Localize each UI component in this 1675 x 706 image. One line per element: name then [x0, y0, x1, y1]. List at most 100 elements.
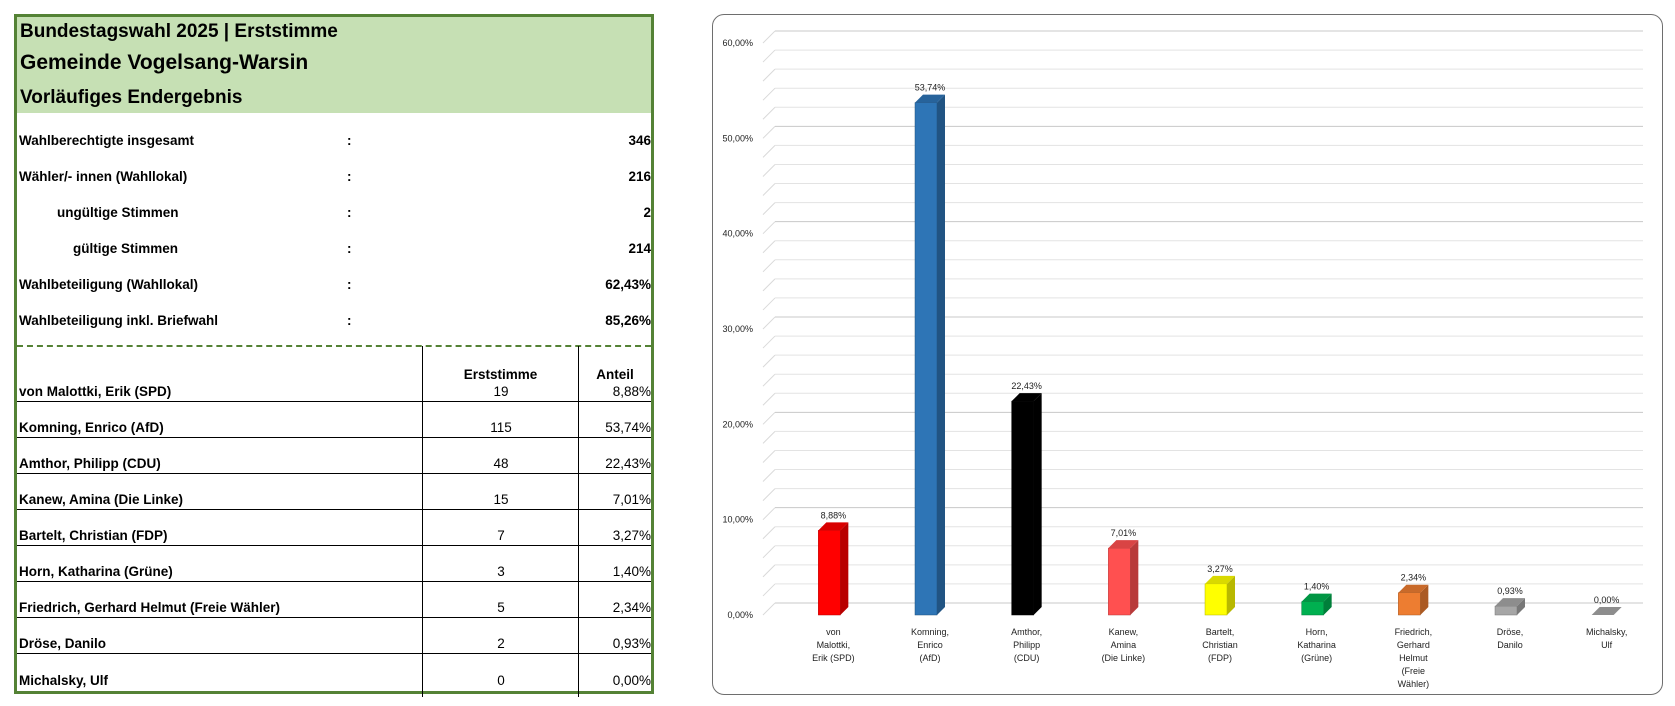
result-status: Vorläufiges Endergebnis — [20, 87, 243, 108]
grid-diagonal — [762, 164, 776, 177]
grid-diagonal — [762, 240, 776, 254]
stat-value: 85,26% — [605, 313, 651, 328]
table-row: Dröse, Danilo 2 0,93% — [17, 618, 651, 654]
stat-row-turnout: Wahlbeteiligung (Wahllokal) : 62,43% — [17, 267, 651, 303]
candidate-share: 0,00% — [612, 673, 651, 688]
stat-row-voters: Wähler/- innen (Wahllokal) : 216 — [17, 159, 651, 195]
bar-side — [1420, 584, 1429, 615]
grid-diagonal — [762, 373, 776, 387]
grid-diagonal — [762, 431, 776, 444]
stat-value: 346 — [628, 133, 651, 148]
x-tick-label: Komning, Enrico (AfD) — [911, 627, 949, 663]
bar-side — [1517, 598, 1525, 615]
stat-colon: : — [347, 133, 352, 148]
column-divider — [422, 346, 423, 697]
candidate-votes: 48 — [493, 456, 509, 471]
bar-side — [840, 522, 849, 615]
grid-diagonal — [762, 354, 776, 368]
stat-colon: : — [347, 169, 352, 184]
y-tick-label: 0,00% — [727, 610, 753, 620]
grid-diagonal — [762, 411, 776, 425]
grid-diagonal — [762, 87, 776, 101]
grid-diagonal — [762, 259, 776, 273]
stat-row-valid: gültige Stimmen : 214 — [17, 231, 651, 267]
stat-label: Wahlberechtigte insgesamt — [19, 133, 195, 148]
grid-diagonal — [762, 450, 776, 463]
bar-top — [1495, 598, 1525, 607]
table-row: Bartelt, Christian (FDP) 7 3,27% — [17, 510, 651, 546]
bar-top — [818, 522, 849, 531]
candidate-votes: 15 — [493, 492, 509, 507]
bar — [1011, 400, 1034, 616]
data-label: 22,43% — [1011, 381, 1042, 391]
candidate-votes: 115 — [490, 420, 512, 435]
x-tick-label: Amthor, Philipp (CDU) — [1011, 627, 1042, 663]
bar — [1398, 592, 1421, 616]
table-row: Michalsky, Ulf 0 0,00% — [17, 654, 651, 690]
stat-row-turnout-postal: Wahlbeteiligung inkl. Briefwahl : 85,26% — [17, 303, 651, 339]
table-row: Friedrich, Gerhard Helmut (Freie Wähler)… — [17, 582, 651, 618]
bar — [1494, 605, 1518, 616]
candidate-share: 2,34% — [612, 600, 651, 615]
bar-top — [1591, 607, 1622, 615]
grid-diagonal — [762, 488, 776, 501]
data-label: 53,74% — [915, 83, 946, 93]
x-tick-label: Dröse, Danilo — [1497, 627, 1524, 650]
candidate-votes: 2 — [497, 636, 505, 651]
y-tick-label: 10,00% — [722, 515, 753, 525]
candidate-share: 22,43% — [605, 456, 651, 471]
x-tick-label: Friedrich, Gerhard Helmut (Freie Wähler) — [1395, 627, 1433, 689]
grid-diagonal — [762, 278, 776, 292]
chart-panel: 0,00% 10,00% 20,00% 30,00% 40,00% 50,00% 60,00… — [712, 14, 1663, 695]
bar-top — [1108, 540, 1139, 549]
bar-top — [1398, 584, 1429, 593]
grid-diagonal — [762, 392, 776, 406]
candidate-votes: 5 — [497, 600, 505, 615]
stat-label: Wahlbeteiligung inkl. Briefwahl — [19, 313, 219, 328]
stat-row-eligible: Wahlberechtigte insgesamt : 346 — [17, 123, 651, 159]
stat-value: 62,43% — [605, 277, 651, 292]
y-axis-ticks: 0,00% 10,00% 20,00% 30,00% 40,00% 50,00% 60,00… — [722, 38, 753, 620]
candidate-share: 8,88% — [612, 384, 651, 399]
election-title: Bundestagswahl 2025 | Erststimme — [20, 21, 338, 42]
bar — [1301, 601, 1324, 616]
candidate-name: Amthor, Philipp (CDU) — [19, 456, 161, 471]
bars — [818, 94, 1622, 616]
grid-diagonal — [762, 202, 776, 215]
grid-diagonal — [762, 183, 776, 196]
gridlines — [762, 30, 1643, 616]
column-header-share: Anteil — [596, 367, 634, 382]
table-row: von Malottki, Erik (SPD) 19 8,88% — [17, 366, 651, 402]
candidate-votes: 7 — [497, 528, 505, 543]
bar-side — [1130, 540, 1139, 615]
x-axis-labels: von Malottki, Erik (SPD) Komning, Enrico (AfD… — [812, 627, 1627, 689]
table-row: Komning, Enrico (AfD) 115 53,74% — [17, 402, 651, 438]
grid-diagonal — [762, 602, 776, 616]
data-labels: 8,88% 53,74% 22,43% 7,01% 3,27% 1,40% 2,34% 0,9… — [821, 83, 1620, 605]
results-table: Bundestagswahl 2025 | Erststimme Gemeind… — [14, 14, 654, 697]
y-tick-label: 60,00% — [722, 38, 753, 48]
table-row: Kanew, Amina (Die Linke) 15 7,01% — [17, 474, 651, 510]
candidate-votes: 19 — [493, 384, 509, 399]
bar — [1204, 583, 1228, 616]
bar-side — [1323, 593, 1332, 615]
y-tick-label: 30,00% — [722, 324, 753, 334]
candidate-name: Dröse, Danilo — [19, 636, 107, 651]
bar — [914, 102, 938, 616]
grid-diagonal — [762, 316, 776, 330]
grid-diagonal — [762, 106, 776, 120]
x-tick-label: Kanew, Amina (Die Linke) — [1102, 627, 1146, 663]
bar-side — [1033, 393, 1042, 615]
candidate-name: Michalsky, Ulf — [19, 673, 109, 688]
candidate-name: Kanew, Amina (Die Linke) — [19, 492, 184, 507]
grid-diagonal — [762, 221, 776, 235]
bar-top — [1301, 593, 1332, 602]
bar-top — [915, 94, 945, 103]
y-tick-label: 50,00% — [722, 133, 753, 143]
table-row: Horn, Katharina (Grüne) 3 1,40% — [17, 546, 651, 582]
x-tick-label: von Malottki, Erik (SPD) — [812, 627, 855, 663]
candidate-share: 3,27% — [612, 528, 651, 543]
bar-chart: 0,00% 10,00% 20,00% 30,00% 40,00% 50,00% 60,00… — [722, 30, 1643, 689]
bar-side — [937, 94, 945, 616]
stat-colon: : — [347, 313, 352, 328]
